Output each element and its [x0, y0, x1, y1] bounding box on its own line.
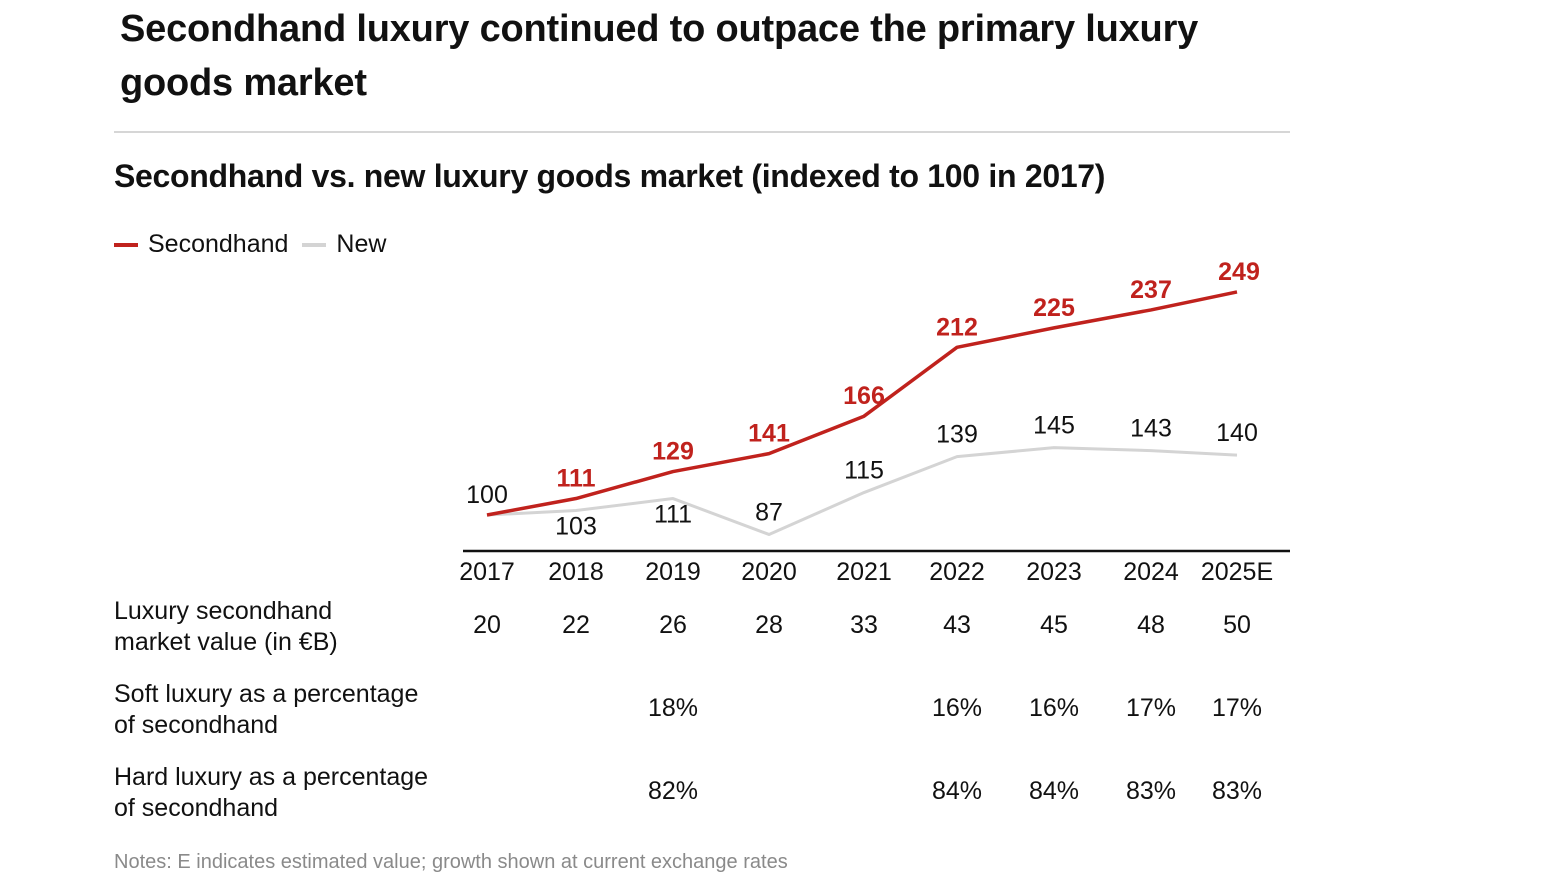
data-label-secondhand: 212: [936, 313, 978, 341]
table-cell: 17%: [1125, 694, 1177, 722]
row-label-line: of secondhand: [114, 794, 279, 822]
data-label-new: 103: [555, 513, 597, 541]
data-label-new: 143: [1130, 415, 1172, 443]
data-label-secondhand: 141: [748, 420, 790, 448]
row-label-line: Soft luxury as a percentage: [114, 680, 419, 708]
data-label-new: 145: [1033, 412, 1075, 440]
data-label-new: 111: [654, 501, 692, 529]
data-label-secondhand: 129: [652, 438, 694, 466]
data-label-secondhand: 166: [843, 382, 885, 410]
table-row-label: Hard luxury as a percentage of secondhand: [114, 762, 428, 824]
table-cell: 16%: [1028, 694, 1080, 722]
x-tick-label: 2018: [548, 558, 604, 586]
table-cell: 84%: [931, 777, 983, 805]
x-tick-label: 2021: [836, 558, 892, 586]
data-label-secondhand: 237: [1130, 276, 1172, 304]
table-cell: 20: [473, 611, 501, 639]
table-cell: 26: [659, 611, 687, 639]
data-label-secondhand: 249: [1218, 258, 1260, 286]
data-label-new: 115: [844, 457, 884, 485]
table-cell: 43: [943, 611, 971, 639]
x-tick-label: 2019: [645, 558, 701, 586]
table-row-label: Soft luxury as a percentage of secondhand: [114, 679, 418, 741]
table-cell: 83%: [1211, 777, 1263, 805]
divider: [114, 131, 1290, 133]
data-label-new: 139: [936, 421, 978, 449]
data-label-new: 87: [755, 498, 783, 526]
legend-label: Secondhand: [148, 230, 289, 258]
line-chart: 2017 2018 2019 2020 2021 2022 2023 2024 2025E 100…: [459, 258, 1290, 586]
table-cell: 18%: [647, 694, 699, 722]
data-label-secondhand: 111: [557, 465, 596, 493]
row-label-line: Luxury secondhand: [114, 597, 333, 625]
table-cell: 50: [1223, 611, 1251, 639]
table-cell: 17%: [1211, 694, 1263, 722]
legend-swatch-secondhand: [114, 242, 138, 247]
page-title: Secondhand luxury continued to outpace t…: [120, 8, 1199, 104]
table-cell: 82%: [647, 777, 699, 805]
table-cell: 48: [1137, 611, 1165, 639]
data-label-secondhand: 225: [1033, 294, 1075, 322]
x-tick-label: 2025E: [1201, 558, 1273, 586]
table-cell: 16%: [931, 694, 983, 722]
row-label-line: Hard luxury as a percentage: [114, 763, 429, 791]
table-cell: 28: [755, 611, 783, 639]
x-tick-label: 2022: [929, 558, 985, 586]
table-cell: 33: [850, 611, 878, 639]
legend: Secondhand New: [114, 230, 400, 259]
legend-label: New: [336, 230, 387, 258]
data-label: 100: [466, 481, 508, 509]
x-tick-label: 2020: [741, 558, 797, 586]
table-row-label: Luxury secondhand market value (in €B): [114, 596, 338, 658]
table-cell: 22: [562, 611, 590, 639]
row-label-line: market value (in €B): [114, 628, 338, 656]
legend-item-secondhand: Secondhand: [114, 230, 288, 259]
x-tick-label: 2023: [1026, 558, 1082, 586]
legend-swatch-new: [302, 242, 327, 247]
notes: Notes: E indicates estimated value; grow…: [114, 851, 788, 873]
row-label-line: of secondhand: [114, 711, 279, 739]
x-tick-label: 2017: [459, 558, 515, 586]
table-cell: 83%: [1125, 777, 1177, 805]
chart-title: Secondhand vs. new luxury goods market (…: [114, 158, 1106, 194]
data-label-new: 140: [1216, 419, 1258, 447]
table-cell: 45: [1040, 611, 1068, 639]
x-tick-label: 2024: [1123, 558, 1179, 586]
legend-item-new: New: [302, 230, 386, 259]
table-cell: 84%: [1028, 777, 1080, 805]
